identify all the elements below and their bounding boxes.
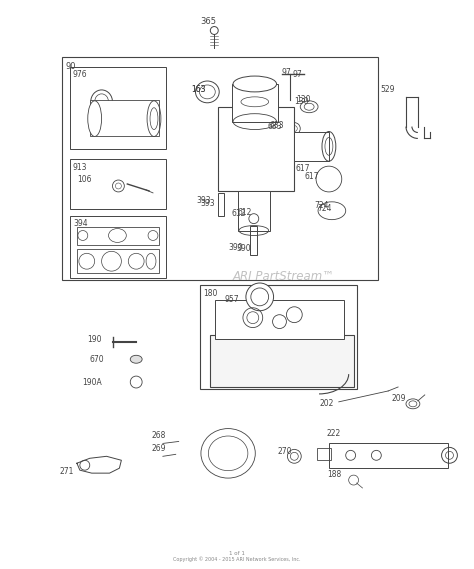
Text: 188: 188 (327, 469, 341, 479)
Text: 180: 180 (203, 289, 218, 298)
Bar (70, 67, 166, 149)
Text: 617: 617 (295, 164, 310, 172)
Ellipse shape (130, 355, 142, 363)
Bar (201, 285, 356, 389)
Text: 269: 269 (151, 444, 165, 453)
Text: 130: 130 (294, 97, 309, 106)
Text: 106: 106 (77, 175, 91, 184)
Text: 163: 163 (191, 85, 206, 94)
Text: 190A: 190A (82, 378, 101, 386)
Text: 365: 365 (201, 17, 217, 26)
Text: 390: 390 (236, 244, 251, 253)
Text: 633: 633 (270, 121, 284, 130)
Text: 957: 957 (224, 295, 239, 304)
Bar (250, 225, 257, 255)
Bar (70, 159, 166, 209)
Text: 529: 529 (380, 85, 395, 94)
Ellipse shape (88, 101, 101, 137)
Text: Copyright © 2004 - 2015 ARI Network Services, Inc.: Copyright © 2004 - 2015 ARI Network Serv… (173, 556, 301, 562)
Bar (238, 191, 270, 230)
Bar (210, 335, 354, 387)
Bar (218, 193, 224, 216)
Text: 394: 394 (73, 218, 88, 228)
Text: 724: 724 (314, 201, 328, 211)
Bar (232, 84, 277, 122)
Text: 209: 209 (391, 394, 406, 403)
Text: 393: 393 (201, 199, 215, 208)
Ellipse shape (246, 283, 273, 311)
Text: 97: 97 (282, 68, 291, 77)
Text: 976: 976 (73, 70, 88, 79)
Text: 270: 270 (277, 447, 292, 456)
Bar (215, 300, 344, 340)
Bar (90, 100, 159, 137)
Bar (77, 249, 159, 273)
Text: 222: 222 (327, 429, 341, 438)
Bar (317, 448, 331, 460)
Text: 612: 612 (238, 208, 252, 217)
Text: 190: 190 (87, 335, 101, 344)
Text: 393: 393 (197, 196, 211, 205)
Text: 271: 271 (59, 467, 73, 476)
Ellipse shape (233, 76, 276, 92)
Text: 90: 90 (65, 62, 75, 71)
Text: 617: 617 (304, 172, 319, 180)
Text: 202: 202 (319, 399, 333, 409)
Bar (294, 131, 329, 161)
Text: 913: 913 (73, 163, 87, 172)
Text: 390: 390 (228, 243, 243, 252)
Text: 97: 97 (292, 69, 302, 79)
Text: 724: 724 (317, 204, 331, 213)
Text: 268: 268 (151, 431, 165, 440)
Text: ARI PartStream™: ARI PartStream™ (233, 270, 335, 283)
Bar (329, 443, 447, 468)
Bar (70, 216, 166, 278)
Text: 163: 163 (191, 85, 206, 94)
Text: 612: 612 (231, 209, 246, 218)
Text: 130: 130 (296, 96, 311, 104)
Text: 1 of 1: 1 of 1 (229, 551, 245, 556)
Text: 670: 670 (90, 354, 104, 364)
Bar (62, 57, 378, 280)
Text: 633: 633 (268, 122, 282, 131)
Bar (218, 107, 294, 191)
Bar (77, 226, 159, 245)
